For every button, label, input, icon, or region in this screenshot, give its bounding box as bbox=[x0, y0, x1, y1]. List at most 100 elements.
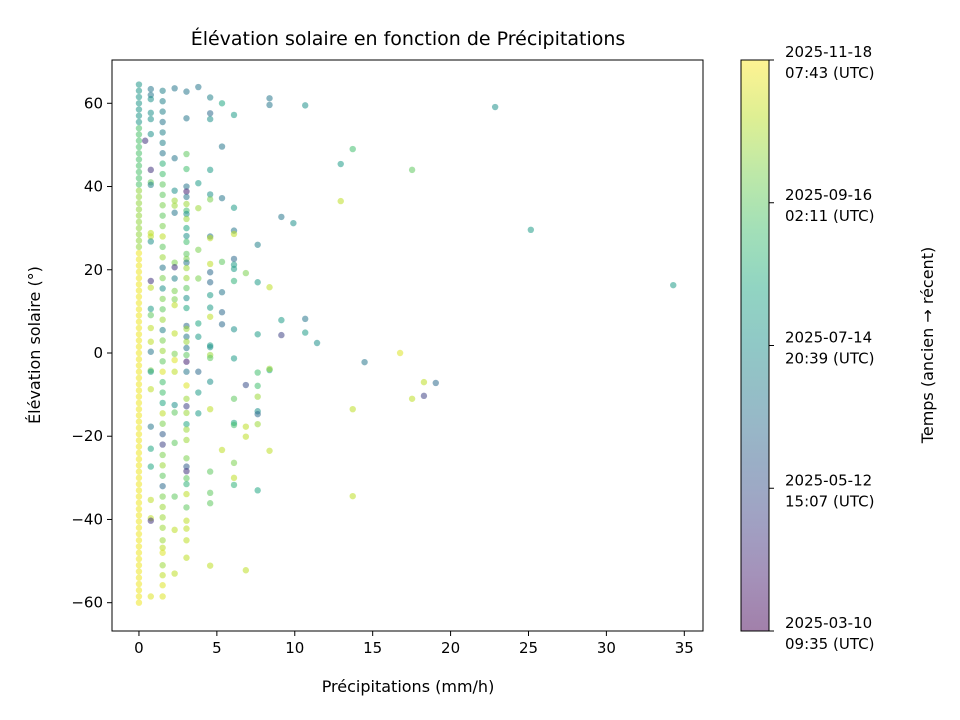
x-tick-label: 20 bbox=[441, 639, 460, 657]
data-point bbox=[183, 165, 190, 173]
data-point bbox=[206, 166, 214, 174]
data-point bbox=[159, 212, 166, 219]
data-point bbox=[159, 593, 166, 600]
y-tick-label: 40 bbox=[84, 178, 103, 196]
data-point bbox=[183, 344, 190, 352]
y-tick-label: −40 bbox=[71, 510, 103, 528]
data-point bbox=[135, 593, 143, 600]
data-point bbox=[135, 568, 143, 575]
data-point bbox=[135, 549, 143, 556]
colorbar: 2025-03-10 09:35 (UTC) 2025-05-12 15:07 (UT… bbox=[740, 43, 937, 653]
y-tick-label: −60 bbox=[71, 594, 103, 612]
data-point bbox=[171, 209, 178, 216]
data-point bbox=[135, 599, 143, 606]
data-point bbox=[337, 160, 344, 168]
data-point bbox=[135, 224, 143, 232]
data-point bbox=[183, 426, 190, 433]
data-point bbox=[195, 320, 202, 327]
data-point bbox=[135, 218, 143, 226]
data-point bbox=[159, 358, 166, 365]
data-point bbox=[147, 368, 154, 375]
data-point bbox=[135, 443, 143, 450]
data-point bbox=[159, 306, 166, 313]
data-point bbox=[171, 493, 178, 500]
data-point bbox=[195, 333, 202, 340]
data-point bbox=[135, 424, 143, 432]
data-point bbox=[135, 150, 143, 157]
data-point bbox=[218, 143, 226, 150]
plot-frame bbox=[111, 59, 704, 632]
data-point bbox=[159, 572, 166, 579]
data-point bbox=[159, 254, 166, 261]
data-point bbox=[147, 181, 154, 189]
colorbar-tick-time: 09:35 (UTC) bbox=[785, 635, 874, 653]
data-point bbox=[159, 347, 166, 355]
data-point bbox=[183, 215, 190, 223]
y-tick-label: −20 bbox=[71, 427, 103, 445]
colorbar-ticks: 2025-03-10 09:35 (UTC) 2025-05-12 15:07 (UT… bbox=[769, 43, 874, 653]
data-point bbox=[147, 311, 154, 319]
data-point bbox=[183, 480, 190, 488]
x-tick-label: 25 bbox=[519, 639, 538, 657]
data-point bbox=[195, 204, 202, 212]
data-point bbox=[218, 321, 226, 328]
data-point bbox=[159, 368, 166, 375]
data-point bbox=[135, 93, 143, 101]
data-point bbox=[159, 295, 166, 303]
data-point bbox=[171, 350, 178, 358]
data-point bbox=[135, 312, 143, 319]
data-point bbox=[135, 524, 143, 531]
data-point bbox=[206, 269, 214, 276]
data-point bbox=[230, 265, 238, 273]
data-point bbox=[183, 264, 190, 272]
data-point bbox=[159, 462, 166, 469]
data-point bbox=[147, 284, 154, 291]
data-point bbox=[183, 490, 190, 498]
data-point bbox=[266, 95, 273, 102]
data-point bbox=[147, 85, 154, 93]
data-point bbox=[171, 301, 178, 309]
data-point bbox=[254, 241, 261, 248]
data-point bbox=[159, 170, 166, 178]
data-point bbox=[230, 459, 238, 467]
data-point bbox=[183, 463, 190, 470]
data-point bbox=[183, 537, 190, 544]
data-point bbox=[183, 232, 190, 240]
data-point bbox=[206, 115, 214, 123]
data-point bbox=[183, 504, 190, 511]
data-point bbox=[290, 219, 297, 227]
data-point bbox=[230, 255, 238, 263]
data-point bbox=[135, 106, 143, 113]
data-point bbox=[135, 555, 143, 563]
data-point bbox=[159, 118, 166, 126]
data-point bbox=[183, 200, 190, 208]
data-point bbox=[171, 401, 178, 409]
data-point bbox=[135, 412, 143, 419]
y-axis-label: Élévation solaire (°) bbox=[25, 266, 44, 424]
data-point bbox=[183, 238, 190, 246]
data-point bbox=[135, 162, 143, 169]
data-point bbox=[135, 287, 143, 294]
data-point bbox=[242, 423, 250, 430]
data-point bbox=[135, 387, 143, 394]
data-point bbox=[278, 331, 285, 339]
data-point bbox=[195, 246, 202, 253]
data-point bbox=[159, 285, 166, 292]
data-point bbox=[147, 338, 154, 345]
data-point bbox=[242, 381, 250, 389]
data-point bbox=[396, 349, 404, 357]
data-point bbox=[183, 382, 190, 389]
data-point bbox=[171, 287, 178, 295]
data-point bbox=[159, 582, 166, 589]
data-point bbox=[135, 274, 143, 282]
data-point bbox=[159, 410, 166, 417]
data-point bbox=[135, 137, 143, 144]
data-point bbox=[159, 181, 166, 188]
data-point bbox=[254, 420, 261, 428]
data-point bbox=[171, 202, 178, 209]
data-point bbox=[432, 379, 439, 387]
data-point bbox=[183, 250, 190, 258]
data-point bbox=[135, 562, 143, 569]
colorbar-tick-date: 2025-11-18 bbox=[785, 43, 872, 61]
data-point bbox=[408, 395, 416, 402]
